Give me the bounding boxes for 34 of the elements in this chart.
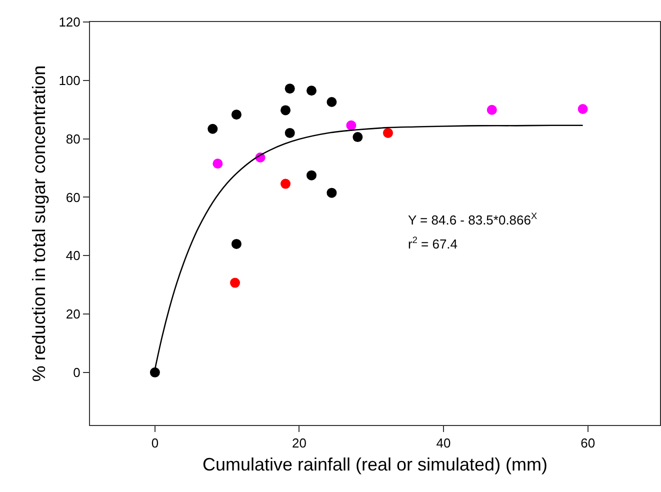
x-tick-label: 20 bbox=[292, 436, 306, 451]
point bbox=[150, 367, 160, 378]
y-tick-label: 0 bbox=[73, 364, 80, 380]
y-tick-label: 80 bbox=[66, 131, 80, 146]
x-axis-title: Cumulative rainfall (real or simulated) (mm) bbox=[202, 454, 548, 475]
y-tick-label: 120 bbox=[58, 14, 80, 30]
point bbox=[326, 188, 337, 198]
point bbox=[231, 110, 242, 120]
point bbox=[208, 124, 218, 134]
annotation: Y = 84.6 - 83.5*0.866$^{X}$ bbox=[408, 211, 538, 228]
x-tick-label: 40 bbox=[436, 436, 451, 451]
point bbox=[230, 278, 240, 288]
y-tick-label: 40 bbox=[66, 248, 80, 264]
annotation: r$^{2}$ = 67.4 bbox=[408, 235, 458, 252]
point bbox=[280, 178, 291, 189]
point bbox=[212, 158, 223, 169]
point bbox=[382, 128, 393, 138]
point bbox=[280, 105, 291, 116]
y-axis-title: % reduction in total sugar concentration bbox=[28, 65, 49, 382]
point bbox=[346, 120, 356, 130]
y-tick-label: 20 bbox=[66, 306, 80, 322]
point bbox=[578, 104, 588, 114]
x-tick-label: 0 bbox=[151, 436, 159, 451]
point bbox=[284, 128, 295, 138]
point bbox=[306, 170, 317, 180]
point bbox=[231, 238, 242, 249]
point bbox=[284, 84, 295, 94]
y-tick-label: 60 bbox=[66, 190, 80, 205]
point bbox=[486, 104, 497, 115]
point bbox=[306, 86, 317, 96]
point bbox=[326, 97, 337, 108]
y-tick-label: 100 bbox=[58, 72, 80, 88]
point bbox=[352, 132, 363, 142]
x-tick-label: 60 bbox=[580, 436, 596, 451]
